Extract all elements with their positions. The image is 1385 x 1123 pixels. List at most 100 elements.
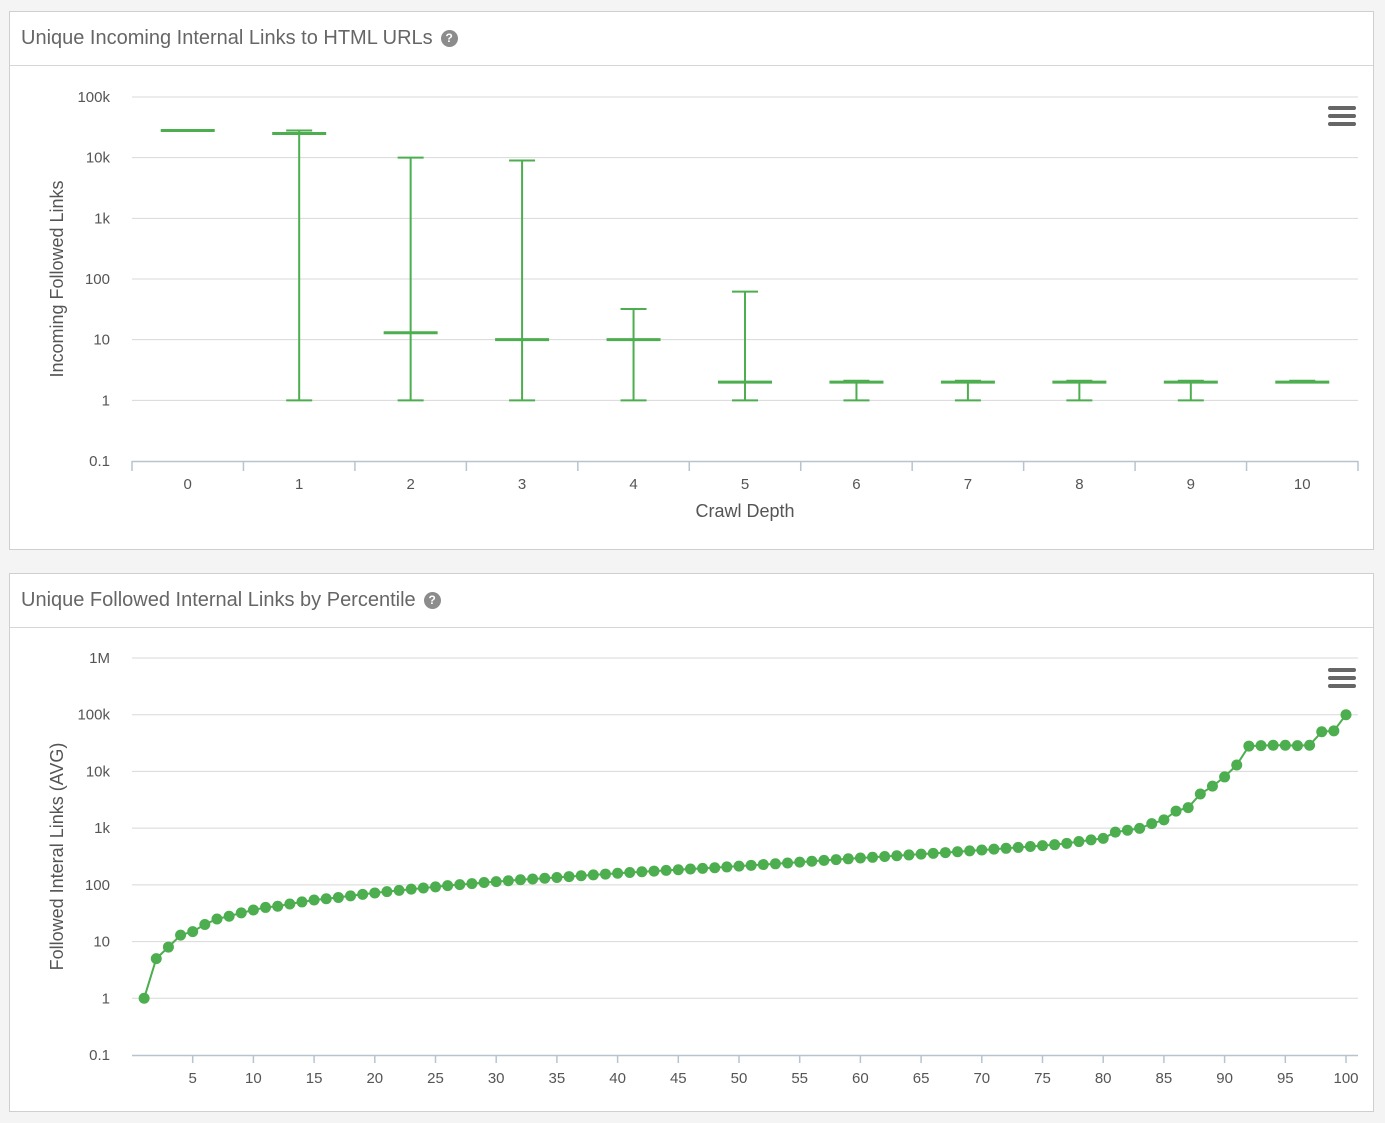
x-tick-label: 2 <box>406 476 414 493</box>
help-icon[interactable]: ? <box>423 592 441 609</box>
data-point <box>939 847 951 859</box>
data-point <box>952 846 964 858</box>
data-point <box>964 845 976 857</box>
box-depth-8 <box>1052 379 1107 402</box>
box-depth-3 <box>495 159 550 402</box>
data-point <box>782 857 794 869</box>
x-tick-label: 65 <box>913 1070 930 1087</box>
data-point <box>284 898 296 910</box>
x-tick-label: 55 <box>791 1070 808 1087</box>
percentile-chart-title: Unique Followed Internal Links by Percen… <box>21 589 416 611</box>
x-axis-title: Crawl Depth <box>695 501 794 521</box>
percentile-chart-panel: Unique Followed Internal Links by Percen… <box>9 573 1374 1112</box>
x-tick-label: 75 <box>1034 1070 1051 1087</box>
y-tick-label: 1 <box>102 392 110 409</box>
data-point <box>138 992 150 1004</box>
data-point <box>162 941 174 953</box>
data-point <box>1109 826 1121 838</box>
hamburger-menu-icon[interactable] <box>1328 106 1356 128</box>
data-point <box>867 851 879 863</box>
data-point <box>211 913 223 925</box>
data-point <box>612 867 624 879</box>
data-point <box>757 859 769 871</box>
box-depth-4 <box>606 308 661 402</box>
data-point <box>1073 836 1085 848</box>
y-axis-title: Incoming Followed Links <box>47 180 67 377</box>
data-point <box>296 896 308 908</box>
x-tick-label: 20 <box>366 1070 383 1087</box>
box-depth-9 <box>1163 379 1218 402</box>
data-point <box>842 853 854 865</box>
help-icon[interactable]: ? <box>440 30 458 47</box>
data-point <box>393 884 405 896</box>
data-point <box>988 843 1000 855</box>
x-tick-label: 8 <box>1075 476 1083 493</box>
data-point <box>235 907 247 919</box>
y-tick-label: 100 <box>85 877 110 894</box>
data-point <box>1279 739 1291 751</box>
data-point <box>1267 739 1279 751</box>
x-tick-label: 80 <box>1095 1070 1112 1087</box>
y-tick-label: 1k <box>94 210 110 227</box>
y-tick-label: 0.1 <box>89 453 110 470</box>
data-point <box>648 865 660 877</box>
data-point <box>1243 740 1255 752</box>
data-point <box>1121 824 1133 836</box>
x-tick-label: 7 <box>964 476 972 493</box>
y-tick-label: 10 <box>93 332 110 349</box>
x-tick-label: 100 <box>1333 1070 1358 1087</box>
data-point <box>660 864 672 876</box>
y-tick-label: 100k <box>77 89 110 106</box>
x-tick-label: 70 <box>973 1070 990 1087</box>
data-point <box>1061 837 1073 849</box>
x-tick-label: 0 <box>184 476 192 493</box>
data-point <box>1146 818 1158 830</box>
x-tick-label: 4 <box>629 476 637 493</box>
data-point <box>1170 805 1182 817</box>
data-point <box>1158 814 1170 826</box>
data-point <box>308 894 320 906</box>
data-point <box>806 855 818 867</box>
x-tick-label: 30 <box>488 1070 505 1087</box>
data-point <box>709 862 721 874</box>
box-depth-10 <box>1275 379 1330 384</box>
data-point <box>223 910 235 922</box>
data-point <box>1097 832 1109 844</box>
data-point <box>381 886 393 898</box>
data-point <box>478 877 490 889</box>
y-tick-label: 10k <box>86 150 111 167</box>
data-point <box>672 864 684 876</box>
data-point <box>357 888 369 900</box>
data-point <box>369 887 381 899</box>
data-point <box>769 858 781 870</box>
hamburger-menu-icon[interactable] <box>1328 668 1356 690</box>
x-tick-label: 90 <box>1216 1070 1233 1087</box>
box-depth-6 <box>829 379 884 402</box>
data-point <box>636 866 648 878</box>
percentile-line-chart: 1M 100k 10k 1k 100 10 1 0.1 5 10 15 20 25 30 35 40 45 50 5… <box>47 650 1359 1087</box>
data-point <box>490 876 502 888</box>
x-tick-label: 15 <box>306 1070 323 1087</box>
x-tick-label: 85 <box>1156 1070 1173 1087</box>
box-depth-1 <box>272 129 327 402</box>
data-point <box>514 874 526 886</box>
data-point <box>976 844 988 856</box>
x-tick-label: 60 <box>852 1070 869 1087</box>
data-point <box>1255 740 1267 752</box>
data-point <box>830 854 842 866</box>
y-tick-label: 10 <box>93 934 110 951</box>
data-point <box>563 871 575 883</box>
y-tick-label: 0.1 <box>89 1047 110 1064</box>
data-point <box>1085 834 1097 846</box>
data-point <box>697 862 709 874</box>
data-point <box>575 870 587 882</box>
depth-boxplot-chart: 100k 10k 1k 100 10 1 0.1 0 1 2 3 4 5 6 7 8 9 10 Incoming F… <box>47 89 1359 521</box>
data-point <box>417 882 429 894</box>
data-point <box>150 953 162 965</box>
data-point <box>1328 725 1340 737</box>
data-point <box>199 918 211 930</box>
data-point <box>915 848 927 860</box>
data-point <box>721 861 733 873</box>
y-tick-label: 1k <box>94 820 110 837</box>
x-tick-label: 35 <box>549 1070 566 1087</box>
